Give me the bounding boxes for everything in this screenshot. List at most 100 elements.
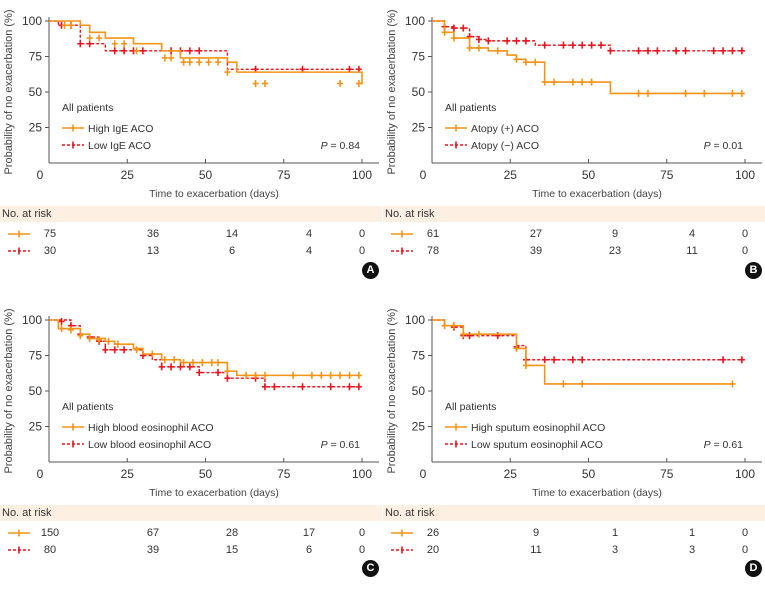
legend-item-low: Low sputum eosinophil ACO <box>445 439 603 451</box>
censor-mark <box>224 374 231 382</box>
risk-row-low: 20 11 3 3 0 <box>383 542 765 558</box>
censor-mark <box>196 369 203 377</box>
legend-title: All patients <box>445 102 496 114</box>
risk-count: 0 <box>358 527 366 539</box>
censor-mark <box>588 78 595 86</box>
risk-row-low: 78 39 23 11 0 <box>383 243 765 259</box>
censor-mark <box>475 35 482 43</box>
censor-mark <box>355 79 362 87</box>
risk-count: 39 <box>529 245 543 257</box>
risk-swatch-high <box>391 230 413 238</box>
km-plot-b: 25 50 75 100 0 25 50 75 100 Time to exacerbation … <box>386 9 762 200</box>
censor-mark <box>532 58 539 66</box>
censor-mark <box>598 41 605 49</box>
y-tick-label: 100 <box>405 313 425 327</box>
censor-mark <box>729 380 736 388</box>
censor-mark <box>205 58 212 66</box>
y-tick-label: 50 <box>412 384 426 398</box>
panel-b: 25 50 75 100 0 25 50 75 100 Time to exacerbation … <box>383 0 765 290</box>
censor-mark <box>186 58 193 66</box>
censor-mark <box>77 40 84 48</box>
censor-mark <box>644 47 651 55</box>
x-tick-label: 0 <box>37 467 44 481</box>
censor-mark <box>327 383 334 391</box>
y-tick-label: 75 <box>412 50 426 64</box>
curve-low <box>432 319 742 361</box>
censor-mark <box>199 359 206 367</box>
legend-item-low: Atopy (−) ACO <box>445 140 539 152</box>
x-axis-label: Time to exacerbation (days) <box>149 188 279 200</box>
y-tick-label: 100 <box>22 14 42 28</box>
risk-count: 11 <box>686 245 698 257</box>
censor-mark <box>588 41 595 49</box>
risk-count: 30 <box>43 245 57 257</box>
risk-row-high: 61 27 9 4 0 <box>383 226 765 242</box>
censor-mark <box>180 359 187 367</box>
censor-mark <box>346 383 353 391</box>
risk-count: 28 <box>225 527 239 539</box>
censor-mark <box>171 356 178 364</box>
y-tick-label: 25 <box>412 420 426 434</box>
legend-title: All patients <box>445 401 496 413</box>
censor-mark <box>569 78 576 86</box>
y-axis-label: Probability of no exacerbation (%) <box>386 9 398 174</box>
censor-mark <box>701 89 708 97</box>
censor-mark <box>139 47 146 55</box>
censor-mark <box>522 37 529 45</box>
censor-mark <box>569 41 576 49</box>
p-value: P = 0.61 <box>321 439 361 451</box>
x-tick-label: 25 <box>504 467 518 481</box>
censor-mark <box>494 47 501 55</box>
x-tick-label: 75 <box>277 168 291 182</box>
censor-mark <box>729 89 736 97</box>
risk-count: 1 <box>688 527 696 539</box>
censor-mark <box>504 37 511 45</box>
censor-mark <box>460 24 467 32</box>
x-tick-label: 25 <box>121 168 135 182</box>
risk-count: 0 <box>358 245 366 257</box>
legend-label: Low sputum eosinophil ACO <box>471 439 603 451</box>
risk-header: No. at risk <box>383 206 765 222</box>
censor-mark <box>720 47 727 55</box>
censor-mark <box>86 334 93 342</box>
censor-mark <box>569 356 576 364</box>
x-tick-label: 25 <box>121 467 135 481</box>
risk-count: 0 <box>741 228 749 240</box>
censor-mark <box>644 89 651 97</box>
censor-mark <box>450 34 457 42</box>
censor-mark <box>168 54 175 62</box>
censor-mark <box>261 79 268 87</box>
legend-item-high: Atopy (+) ACO <box>445 123 539 135</box>
risk-count: 0 <box>741 544 749 556</box>
curve-high <box>432 20 742 95</box>
censor-mark <box>133 47 140 55</box>
y-tick-label: 75 <box>29 349 43 363</box>
censor-mark <box>58 325 65 333</box>
risk-count: 3 <box>611 544 619 556</box>
y-axis-label: Probability of no exacerbation (%) <box>3 308 15 473</box>
risk-swatch-low <box>8 247 30 255</box>
risk-count: 150 <box>40 527 60 539</box>
censor-mark <box>337 79 344 87</box>
x-tick-label: 75 <box>277 467 291 481</box>
censor-mark <box>215 58 222 66</box>
risk-count: 0 <box>741 245 749 257</box>
panel-d: 25 50 75 100 0 25 50 75 100 Time to exacerbation … <box>383 299 765 589</box>
censor-mark <box>541 356 548 364</box>
y-tick-label: 50 <box>29 384 43 398</box>
censor-mark <box>318 371 325 379</box>
legend-label: Atopy (+) ACO <box>471 123 539 135</box>
censor-mark <box>105 337 112 345</box>
risk-count: 23 <box>608 245 622 257</box>
curve-high <box>49 20 363 85</box>
legend-label: Atopy (−) ACO <box>471 140 539 152</box>
risk-count: 1 <box>611 527 619 539</box>
risk-count: 27 <box>529 228 543 240</box>
x-tick-label: 50 <box>582 467 596 481</box>
censor-mark <box>738 356 745 364</box>
risk-count: 36 <box>146 228 160 240</box>
censor-mark <box>579 380 586 388</box>
x-tick-label: 0 <box>420 168 427 182</box>
censor-mark <box>215 369 222 377</box>
risk-count: 20 <box>426 544 440 556</box>
